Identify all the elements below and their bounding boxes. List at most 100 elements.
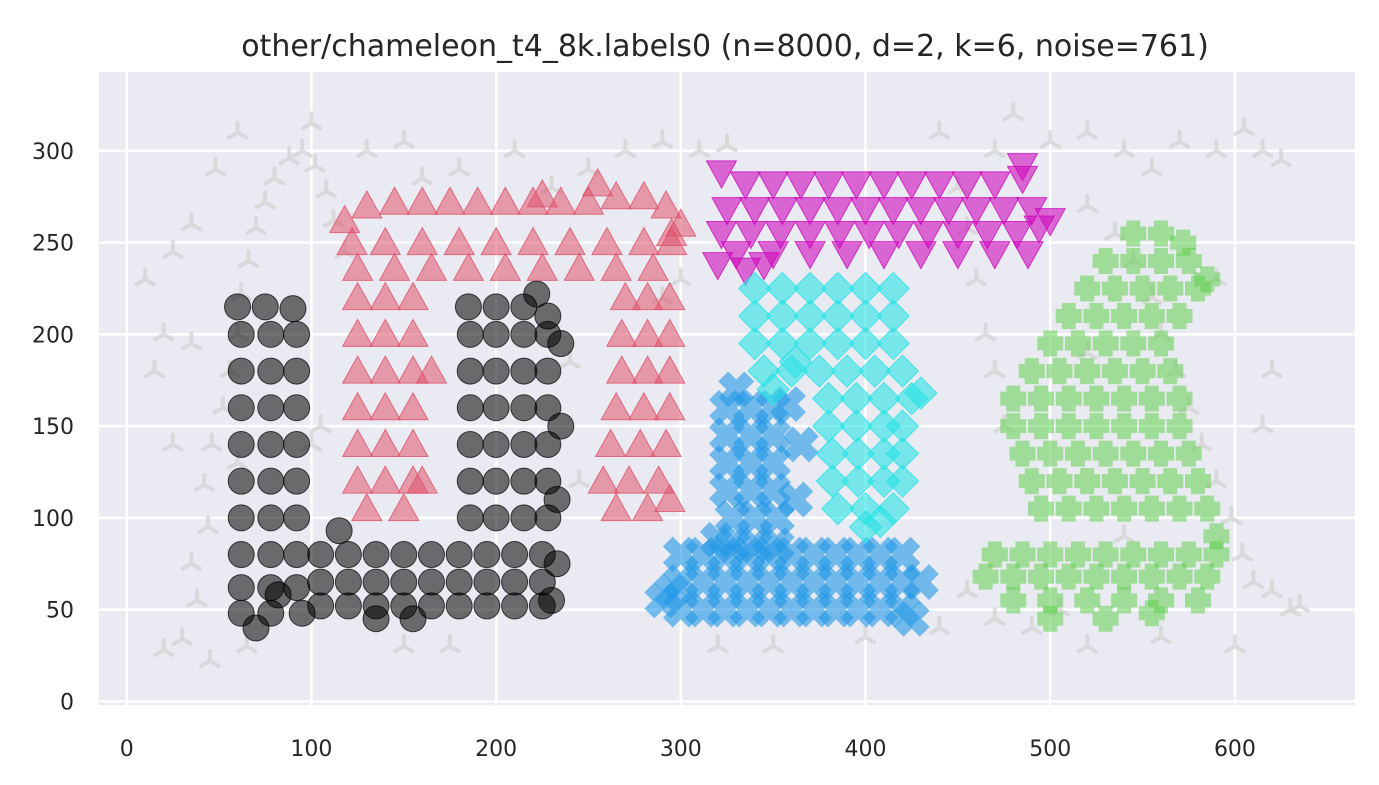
data-point bbox=[417, 568, 445, 596]
data-point bbox=[362, 605, 390, 633]
data-point bbox=[1034, 208, 1067, 237]
data-point bbox=[794, 241, 826, 270]
noise-point bbox=[199, 648, 221, 668]
data-point bbox=[1157, 468, 1184, 495]
noise-point bbox=[1220, 505, 1242, 525]
y-tick-label: 150 bbox=[32, 415, 74, 440]
data-point bbox=[1138, 495, 1165, 522]
data-point bbox=[1055, 563, 1082, 590]
data-point bbox=[1101, 275, 1128, 302]
data-point bbox=[1101, 358, 1128, 385]
data-point bbox=[534, 357, 562, 385]
data-point bbox=[729, 257, 762, 287]
data-point bbox=[397, 391, 429, 421]
noise-point bbox=[614, 138, 637, 158]
noise-point bbox=[984, 606, 1006, 626]
data-point bbox=[699, 521, 736, 558]
data-point bbox=[1046, 358, 1073, 385]
noise-point bbox=[670, 267, 692, 287]
data-point bbox=[587, 465, 620, 494]
data-point bbox=[877, 197, 910, 226]
data-point bbox=[777, 481, 814, 518]
noise-point bbox=[1076, 120, 1098, 140]
data-point bbox=[1055, 413, 1082, 440]
noise-point bbox=[152, 637, 175, 657]
data-point bbox=[653, 318, 686, 347]
data-point bbox=[406, 465, 439, 494]
noise-point bbox=[1021, 615, 1043, 635]
data-point bbox=[1148, 220, 1175, 247]
data-point bbox=[341, 252, 374, 281]
data-point bbox=[1074, 468, 1101, 495]
noise-point bbox=[1242, 570, 1265, 590]
data-point bbox=[415, 355, 448, 384]
noise-point bbox=[278, 146, 300, 166]
x-tick-label: 0 bbox=[120, 737, 134, 762]
data-point bbox=[1028, 385, 1054, 412]
noise-point bbox=[956, 579, 978, 599]
data-point bbox=[242, 614, 270, 642]
data-point bbox=[399, 605, 427, 633]
y-tick-label: 250 bbox=[32, 232, 74, 257]
data-point bbox=[482, 504, 510, 532]
cluster-series bbox=[737, 271, 938, 544]
data-point bbox=[1138, 385, 1165, 412]
data-point bbox=[1148, 247, 1175, 274]
noise-point bbox=[204, 157, 227, 177]
data-point bbox=[443, 226, 476, 256]
data-point bbox=[1037, 330, 1064, 357]
noise-point bbox=[688, 138, 710, 158]
data-point bbox=[406, 186, 439, 215]
data-point bbox=[902, 564, 939, 601]
noise-point bbox=[1224, 634, 1246, 654]
data-point bbox=[923, 171, 956, 200]
data-point bbox=[1101, 468, 1128, 495]
data-point bbox=[517, 226, 549, 256]
noise-point bbox=[1205, 138, 1228, 158]
data-point bbox=[1064, 541, 1091, 568]
data-point bbox=[650, 189, 682, 219]
data-point bbox=[227, 394, 255, 422]
data-point bbox=[257, 320, 285, 348]
data-point bbox=[257, 394, 285, 422]
noise-point bbox=[236, 634, 258, 654]
data-point bbox=[868, 171, 900, 200]
data-point bbox=[1074, 587, 1101, 614]
data-point bbox=[482, 467, 510, 495]
data-point bbox=[264, 581, 292, 609]
data-point bbox=[793, 326, 827, 361]
data-point bbox=[307, 568, 335, 596]
data-point bbox=[473, 541, 501, 569]
data-point bbox=[369, 428, 402, 457]
noise-point bbox=[1288, 593, 1311, 613]
data-point bbox=[543, 486, 571, 514]
data-point bbox=[482, 357, 510, 385]
data-point bbox=[778, 345, 813, 379]
data-point bbox=[369, 355, 402, 384]
data-point bbox=[1166, 303, 1193, 330]
noise-point bbox=[186, 588, 208, 608]
noise-point bbox=[315, 179, 337, 199]
noise-point bbox=[1150, 625, 1172, 645]
data-point bbox=[350, 492, 383, 522]
data-point bbox=[1138, 303, 1165, 330]
data-point bbox=[831, 241, 863, 270]
data-point bbox=[224, 293, 252, 321]
data-point bbox=[1083, 495, 1110, 522]
noise-point bbox=[162, 239, 184, 259]
data-point bbox=[452, 252, 485, 281]
data-point bbox=[821, 326, 855, 361]
data-point bbox=[369, 281, 402, 311]
cluster-series bbox=[328, 167, 697, 522]
data-point bbox=[1074, 275, 1101, 302]
noise-point bbox=[162, 432, 184, 452]
data-point bbox=[1120, 541, 1147, 568]
data-point bbox=[802, 354, 837, 388]
noise-point bbox=[226, 120, 249, 140]
data-point bbox=[510, 430, 538, 458]
data-point bbox=[1092, 541, 1119, 568]
data-point bbox=[1092, 247, 1119, 274]
data-point bbox=[362, 568, 390, 596]
data-point bbox=[489, 186, 522, 215]
